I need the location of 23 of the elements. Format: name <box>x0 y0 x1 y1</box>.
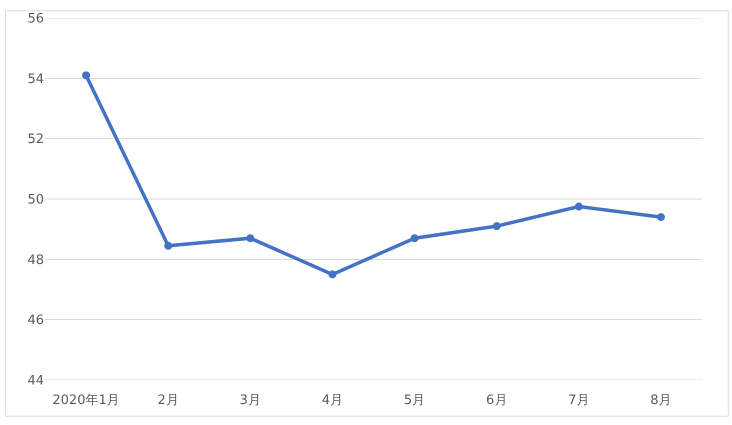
y-tick-label: 48 <box>27 252 44 268</box>
point <box>328 270 336 278</box>
point <box>246 234 254 242</box>
point <box>574 202 583 211</box>
point <box>82 71 90 80</box>
x-tick-label: 6月 <box>486 393 508 408</box>
y-tick-label: 56 <box>27 12 44 27</box>
point <box>164 242 172 250</box>
y-tick-label: 46 <box>27 313 44 328</box>
y-tick-label: 50 <box>27 192 44 208</box>
y-tick-label: 44 <box>27 374 44 389</box>
x-tick-label: 3月 <box>240 393 261 408</box>
y-tick-label: 54 <box>27 72 44 87</box>
y-tick-label: 52 <box>27 132 44 148</box>
point <box>410 234 419 242</box>
x-tick-label: 2020年1月 <box>52 393 120 408</box>
x-tick-label: 5月 <box>404 393 426 408</box>
point <box>492 222 501 230</box>
x-tick-label: 4月 <box>322 393 344 408</box>
x-tick-label: 8月 <box>650 393 672 408</box>
point <box>656 213 665 222</box>
x-tick-label: 2月 <box>158 393 179 408</box>
x-tick-label: 7月 <box>568 393 590 408</box>
